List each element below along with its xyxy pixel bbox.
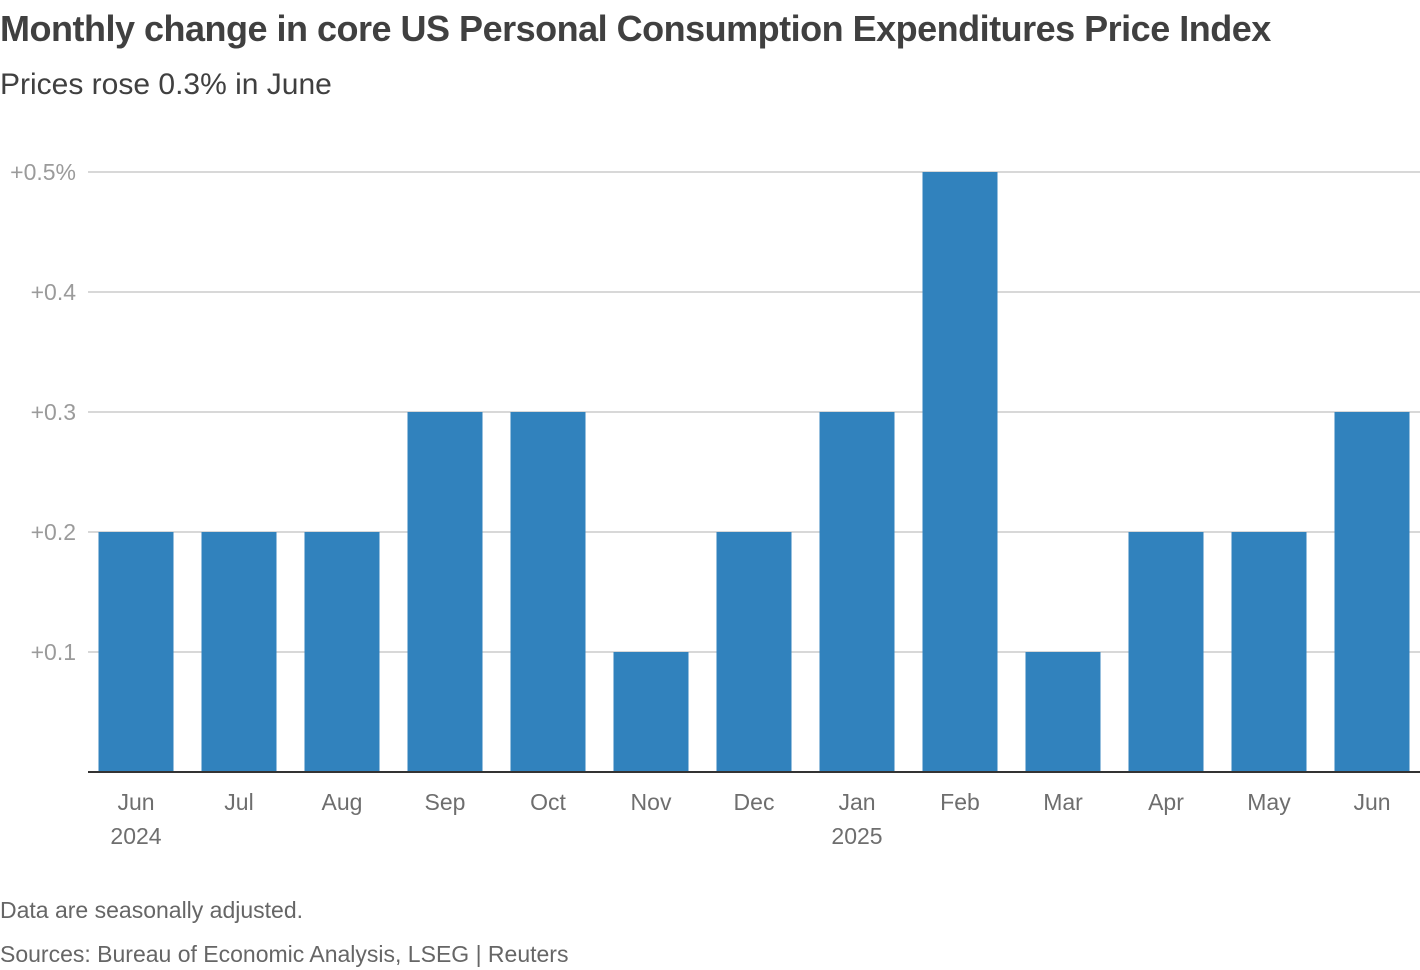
x-tick-label: Jan (838, 789, 875, 815)
x-tick-label: Nov (631, 789, 672, 815)
footnote: Data are seasonally adjusted. (0, 897, 304, 923)
y-tick-label: +0.2 (31, 519, 76, 545)
y-tick-label: +0.5% (10, 159, 76, 185)
x-tick-label: Jun (1353, 789, 1390, 815)
x-tick-label: Jun (117, 789, 154, 815)
x-tick-label: Dec (734, 789, 775, 815)
x-tick-year-label: 2024 (110, 823, 161, 849)
bar-jul-1 (201, 532, 277, 772)
y-axis-ticks: +0.1 +0.2 +0.3 +0.4 +0.5% (10, 159, 76, 665)
bar-chart: +0.1 +0.2 +0.3 +0.4 +0.5% Jun 2024 Jul Aug Sep Oc… (10, 159, 1420, 849)
bars (98, 172, 1410, 772)
x-tick-label: Mar (1043, 789, 1083, 815)
x-tick-label: Oct (530, 789, 566, 815)
bar-nov-5 (613, 652, 689, 772)
x-axis-ticks: Jun 2024 Jul Aug Sep Oct Nov Dec Jan 2025 Feb Mar Ap… (110, 789, 1390, 849)
x-tick-label: Feb (940, 789, 980, 815)
bar-may-11 (1231, 532, 1307, 772)
x-tick-label: Aug (322, 789, 363, 815)
bar-jun-0 (98, 532, 174, 772)
source-credit: Sources: Bureau of Economic Analysis, LS… (0, 941, 569, 967)
y-tick-label: +0.4 (31, 279, 77, 305)
bar-jun-12 (1334, 412, 1410, 772)
bar-sep-3 (407, 412, 483, 772)
chart-subtitle: Prices rose 0.3% in June (0, 68, 332, 101)
y-tick-label: +0.3 (31, 399, 76, 425)
bar-mar-9 (1025, 652, 1101, 772)
bar-jan-7 (819, 412, 895, 772)
bar-aug-2 (304, 532, 380, 772)
x-tick-year-label: 2025 (831, 823, 882, 849)
x-tick-label: Sep (425, 789, 466, 815)
bar-apr-10 (1128, 532, 1204, 772)
x-tick-label: May (1247, 789, 1291, 815)
chart-title: Monthly change in core US Personal Consu… (0, 8, 1271, 49)
x-tick-label: Jul (224, 789, 253, 815)
x-tick-label: Apr (1148, 789, 1184, 815)
y-tick-label: +0.1 (31, 639, 76, 665)
bar-dec-6 (716, 532, 792, 772)
bar-feb-8 (922, 172, 998, 772)
bar-oct-4 (510, 412, 586, 772)
